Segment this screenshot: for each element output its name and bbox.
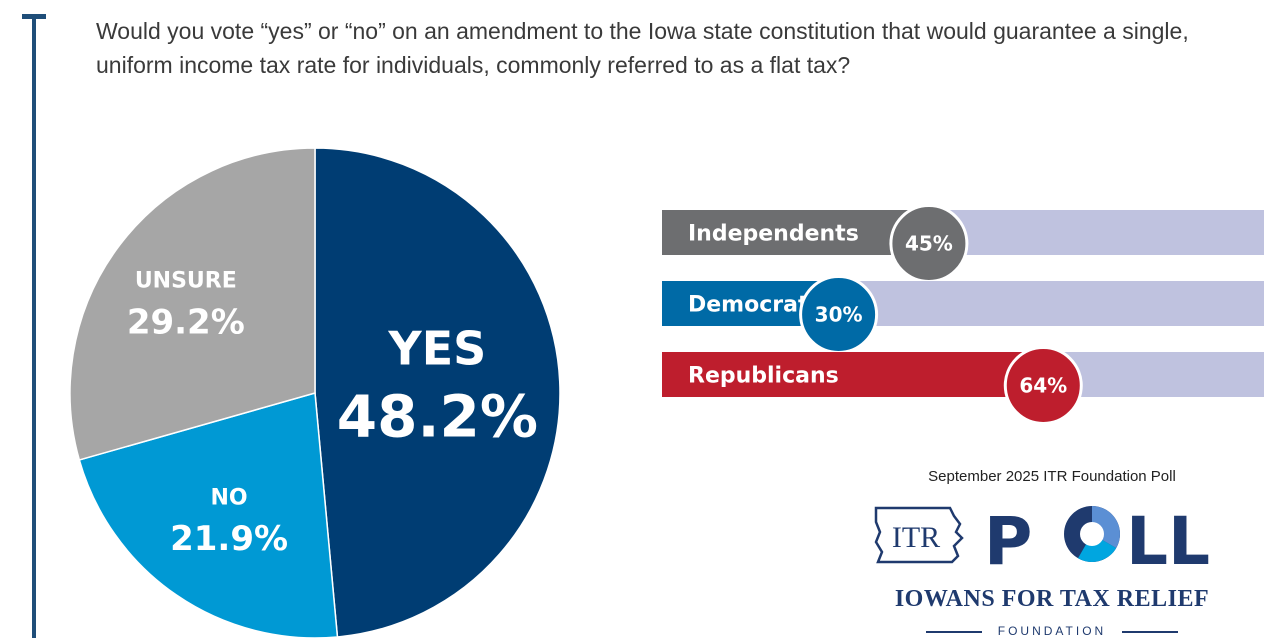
pie-chart: YES 48.2% NO 21.9% UNSURE 29.2% [69, 147, 561, 638]
bar-republicans [662, 352, 1048, 397]
poll-logo-mark: ITR P LL [874, 503, 1210, 572]
pie-slice-unsure [69, 147, 316, 461]
poll-pie-icon [1064, 506, 1120, 562]
org-subtitle: FOUNDATION [860, 624, 1244, 638]
iowa-outline-icon [874, 506, 964, 564]
bar-label-republicans: Republicans [688, 364, 839, 389]
poll-word-p: P [984, 503, 1032, 572]
bar-value-independents: 45% [905, 232, 953, 256]
itr-poll-logo: September 2025 ITR Foundation Poll ITR P… [860, 462, 1260, 638]
bar-label-independents: Independents [688, 222, 859, 247]
bar-independents [662, 210, 933, 255]
pie-value-unsure: 29.2% [127, 302, 245, 342]
org-subtitle-text: FOUNDATION [997, 624, 1107, 638]
bar-value-democrats: 30% [815, 303, 863, 327]
accent-bar-cap [22, 14, 46, 19]
value-bubble-republicans [1003, 346, 1083, 425]
bar-value-republicans: 64% [1019, 374, 1067, 398]
pie-label-yes: YES [387, 321, 486, 375]
org-name: IOWANS FOR TAX RELIEF [894, 586, 1210, 612]
pie-value-yes: 48.2% [337, 383, 538, 451]
pie-label-no: NO [211, 485, 248, 510]
poll-word-ll: LL [1126, 503, 1210, 572]
itr-mark-text: ITR [892, 521, 940, 554]
accent-bar [32, 18, 36, 638]
question-text: Would you vote “yes” or “no” on an amend… [96, 18, 1189, 78]
pie-label-unsure: UNSURE [135, 268, 237, 293]
poll-caption: September 2025 ITR Foundation Poll [928, 468, 1176, 485]
pie-slice-yes [314, 147, 561, 638]
pie-value-no: 21.9% [170, 519, 288, 559]
pie-slice-no [78, 392, 339, 638]
